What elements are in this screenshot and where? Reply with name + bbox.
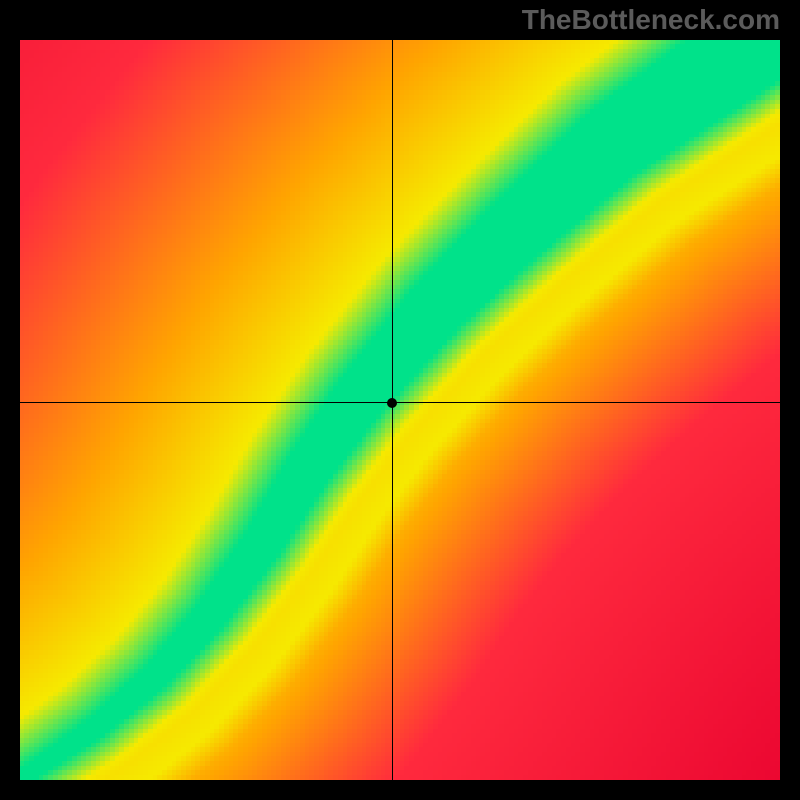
crosshair-vertical [392,40,393,780]
crosshair-dot [387,398,397,408]
crosshair-horizontal [20,402,780,403]
watermark-text: TheBottleneck.com [522,4,780,36]
heatmap-canvas [20,40,780,780]
